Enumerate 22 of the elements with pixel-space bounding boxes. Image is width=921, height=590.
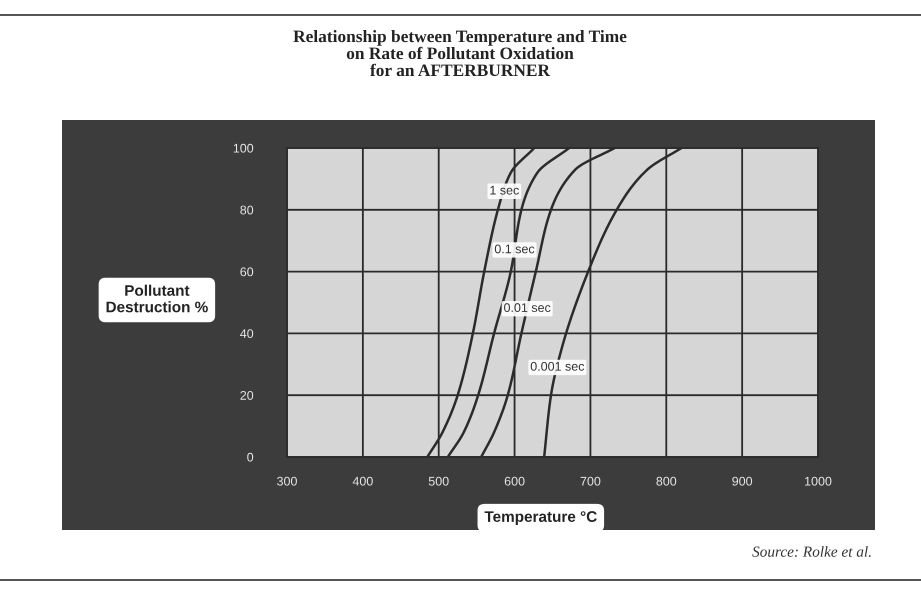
y-tick-label: 20 [240, 391, 254, 400]
x-axis-title: Temperature °C [484, 511, 597, 525]
x-tick-label: 1000 [805, 476, 832, 486]
series-label: 0.01 sec [504, 303, 550, 312]
x-tick-label: 700 [580, 476, 600, 486]
y-tick-label: 80 [240, 206, 254, 214]
series-label: 0.001 sec [530, 362, 584, 371]
source-note: Source: Rolke et al. [752, 546, 871, 557]
series-label: 0.1 sec [494, 244, 534, 254]
x-tick-label: 800 [656, 476, 676, 486]
y-tick-label: 60 [240, 267, 254, 276]
x-tick-label: 600 [504, 476, 525, 486]
x-tick-label: 500 [428, 476, 449, 486]
y-tick-label: 100 [234, 144, 254, 153]
y-axis-title: Pollutant Destruction % [106, 284, 208, 312]
series-label: 1 sec [490, 186, 519, 195]
x-tick-label: 300 [277, 476, 297, 486]
x-tick-label: 900 [732, 476, 752, 486]
y-tick-label: 0 [247, 452, 254, 462]
y-tick-label: 40 [240, 329, 254, 338]
chart-title: Relationship between Temperature and Time on Rate of Pollutant Oxidation for an AFTERBURNER [293, 30, 626, 76]
x-tick-label: 400 [352, 476, 373, 486]
